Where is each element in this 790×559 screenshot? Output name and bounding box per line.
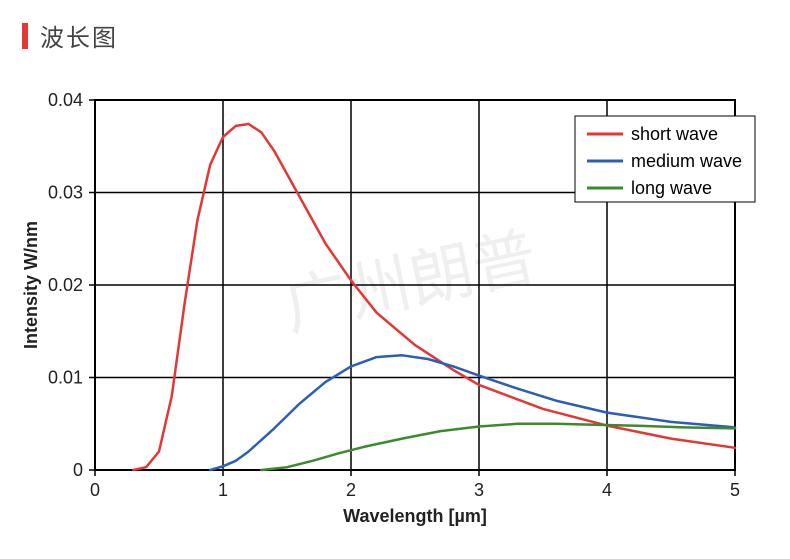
page-title-row: 波长图 [22,18,118,53]
y-tick-label: 0.04 [48,90,83,110]
y-axis-label: Intensity W/nm [21,221,41,349]
legend-label: short wave [631,124,718,144]
page-title: 波长图 [40,18,118,53]
x-tick-label: 4 [602,480,612,500]
x-tick-label: 0 [90,480,100,500]
y-tick-label: 0.02 [48,275,83,295]
x-axis-label: Wavelength [µm] [343,506,487,526]
y-tick-label: 0.01 [48,368,83,388]
x-tick-label: 2 [346,480,356,500]
y-tick-label: 0 [73,460,83,480]
legend-label: long wave [631,178,712,198]
y-tick-label: 0.03 [48,183,83,203]
title-accent-bar [22,23,28,49]
x-tick-label: 1 [218,480,228,500]
legend-label: medium wave [631,151,742,171]
x-tick-label: 3 [474,480,484,500]
x-tick-label: 5 [730,480,740,500]
wavelength-chart: 广州朗普01234500.010.020.030.04Wavelength [µ… [15,90,775,545]
